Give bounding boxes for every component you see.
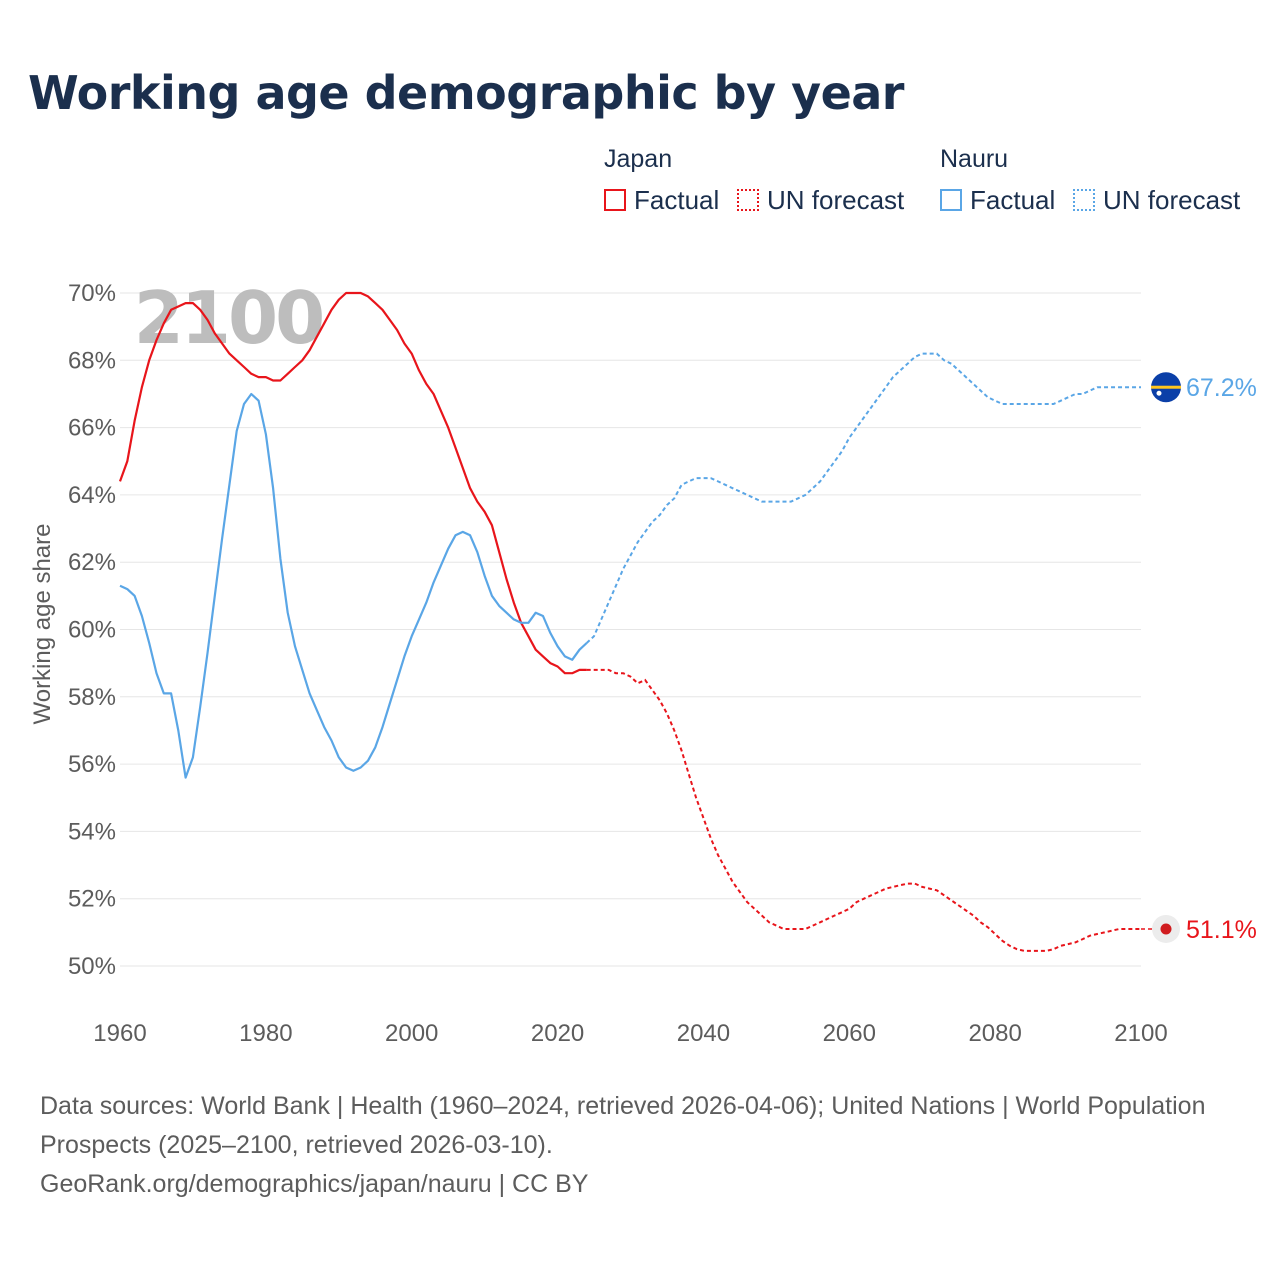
gridlines [120, 292, 1141, 967]
legend-label: Factual [970, 184, 1056, 215]
y-axis-ticks: 50% 52% 54% 56% 58% 60% 62% 64% 66% 68% 70% [68, 280, 116, 980]
y-tick-label: 60% [68, 617, 116, 644]
series-lines [118, 291, 1141, 952]
footer: Data sources: World Bank | Health (1960–… [40, 1087, 1220, 1204]
legend-swatch-dotted-icon [1073, 189, 1095, 211]
nauru-forecast-line [586, 352, 1141, 644]
chart-title: Working age demographic by year [28, 66, 905, 120]
y-tick-label: 64% [68, 482, 116, 509]
nauru-flag-stripe [1151, 385, 1181, 389]
y-tick-label: 58% [68, 684, 116, 711]
x-tick-label: 2080 [968, 1020, 1021, 1047]
nauru-flag-star-icon [1156, 390, 1162, 396]
attribution-link[interactable]: GeoRank.org/demographics/japan/nauru | C… [40, 1170, 589, 1198]
nauru-end-value: 67.2% [1186, 374, 1257, 402]
legend-japan-forecast[interactable]: UN forecast [737, 184, 904, 216]
nauru-factual-line [119, 392, 588, 779]
legend-swatch-solid-icon [940, 189, 962, 211]
japan-flag-sun-icon [1160, 923, 1172, 935]
x-tick-label: 1980 [239, 1020, 292, 1047]
x-tick-label: 2000 [385, 1020, 438, 1047]
legend-label: UN forecast [767, 184, 905, 215]
japan-factual-line [118, 291, 587, 675]
x-tick-label: 2020 [531, 1020, 584, 1047]
y-tick-label: 52% [68, 886, 116, 913]
end-markers: 51.1% 67.2% [1141, 372, 1257, 944]
legend-swatch-solid-icon [604, 189, 626, 211]
legend-group-japan: Japan [604, 145, 673, 173]
y-tick-label: 56% [68, 751, 116, 778]
legend-nauru-forecast[interactable]: UN forecast [1073, 184, 1240, 216]
x-tick-label: 2060 [823, 1020, 876, 1047]
legend-label: UN forecast [1103, 184, 1241, 215]
x-tick-label: 2040 [677, 1020, 730, 1047]
x-axis-ticks: 1960 1980 2000 2020 2040 2060 2080 2100 [93, 1020, 1167, 1047]
year-watermark: 2100 [134, 276, 322, 360]
y-tick-label: 54% [68, 818, 116, 845]
legend-nauru-factual[interactable]: Factual [940, 184, 1055, 216]
x-tick-label: 1960 [93, 1020, 146, 1047]
japan-end-value: 51.1% [1186, 916, 1257, 944]
legend-label: Factual [634, 184, 720, 215]
y-tick-label: 66% [68, 415, 116, 442]
y-tick-label: 50% [68, 953, 116, 980]
legend-swatch-dotted-icon [737, 189, 759, 211]
y-axis-label: Working age share [29, 524, 56, 725]
japan-forecast-line [586, 668, 1141, 952]
y-tick-label: 62% [68, 549, 116, 576]
x-tick-label: 2100 [1114, 1020, 1167, 1047]
y-tick-label: 70% [68, 280, 116, 307]
line-chart: 2100 50% 52% 54% 56% 58% 60% 62% 64% 66% 68% 70% 1… [29, 276, 1257, 1047]
y-tick-label: 68% [68, 347, 116, 374]
data-sources: Data sources: World Bank | Health (1960–… [40, 1092, 1206, 1159]
legend-group-nauru: Nauru [940, 145, 1009, 173]
legend-japan-factual[interactable]: Factual [604, 184, 719, 216]
